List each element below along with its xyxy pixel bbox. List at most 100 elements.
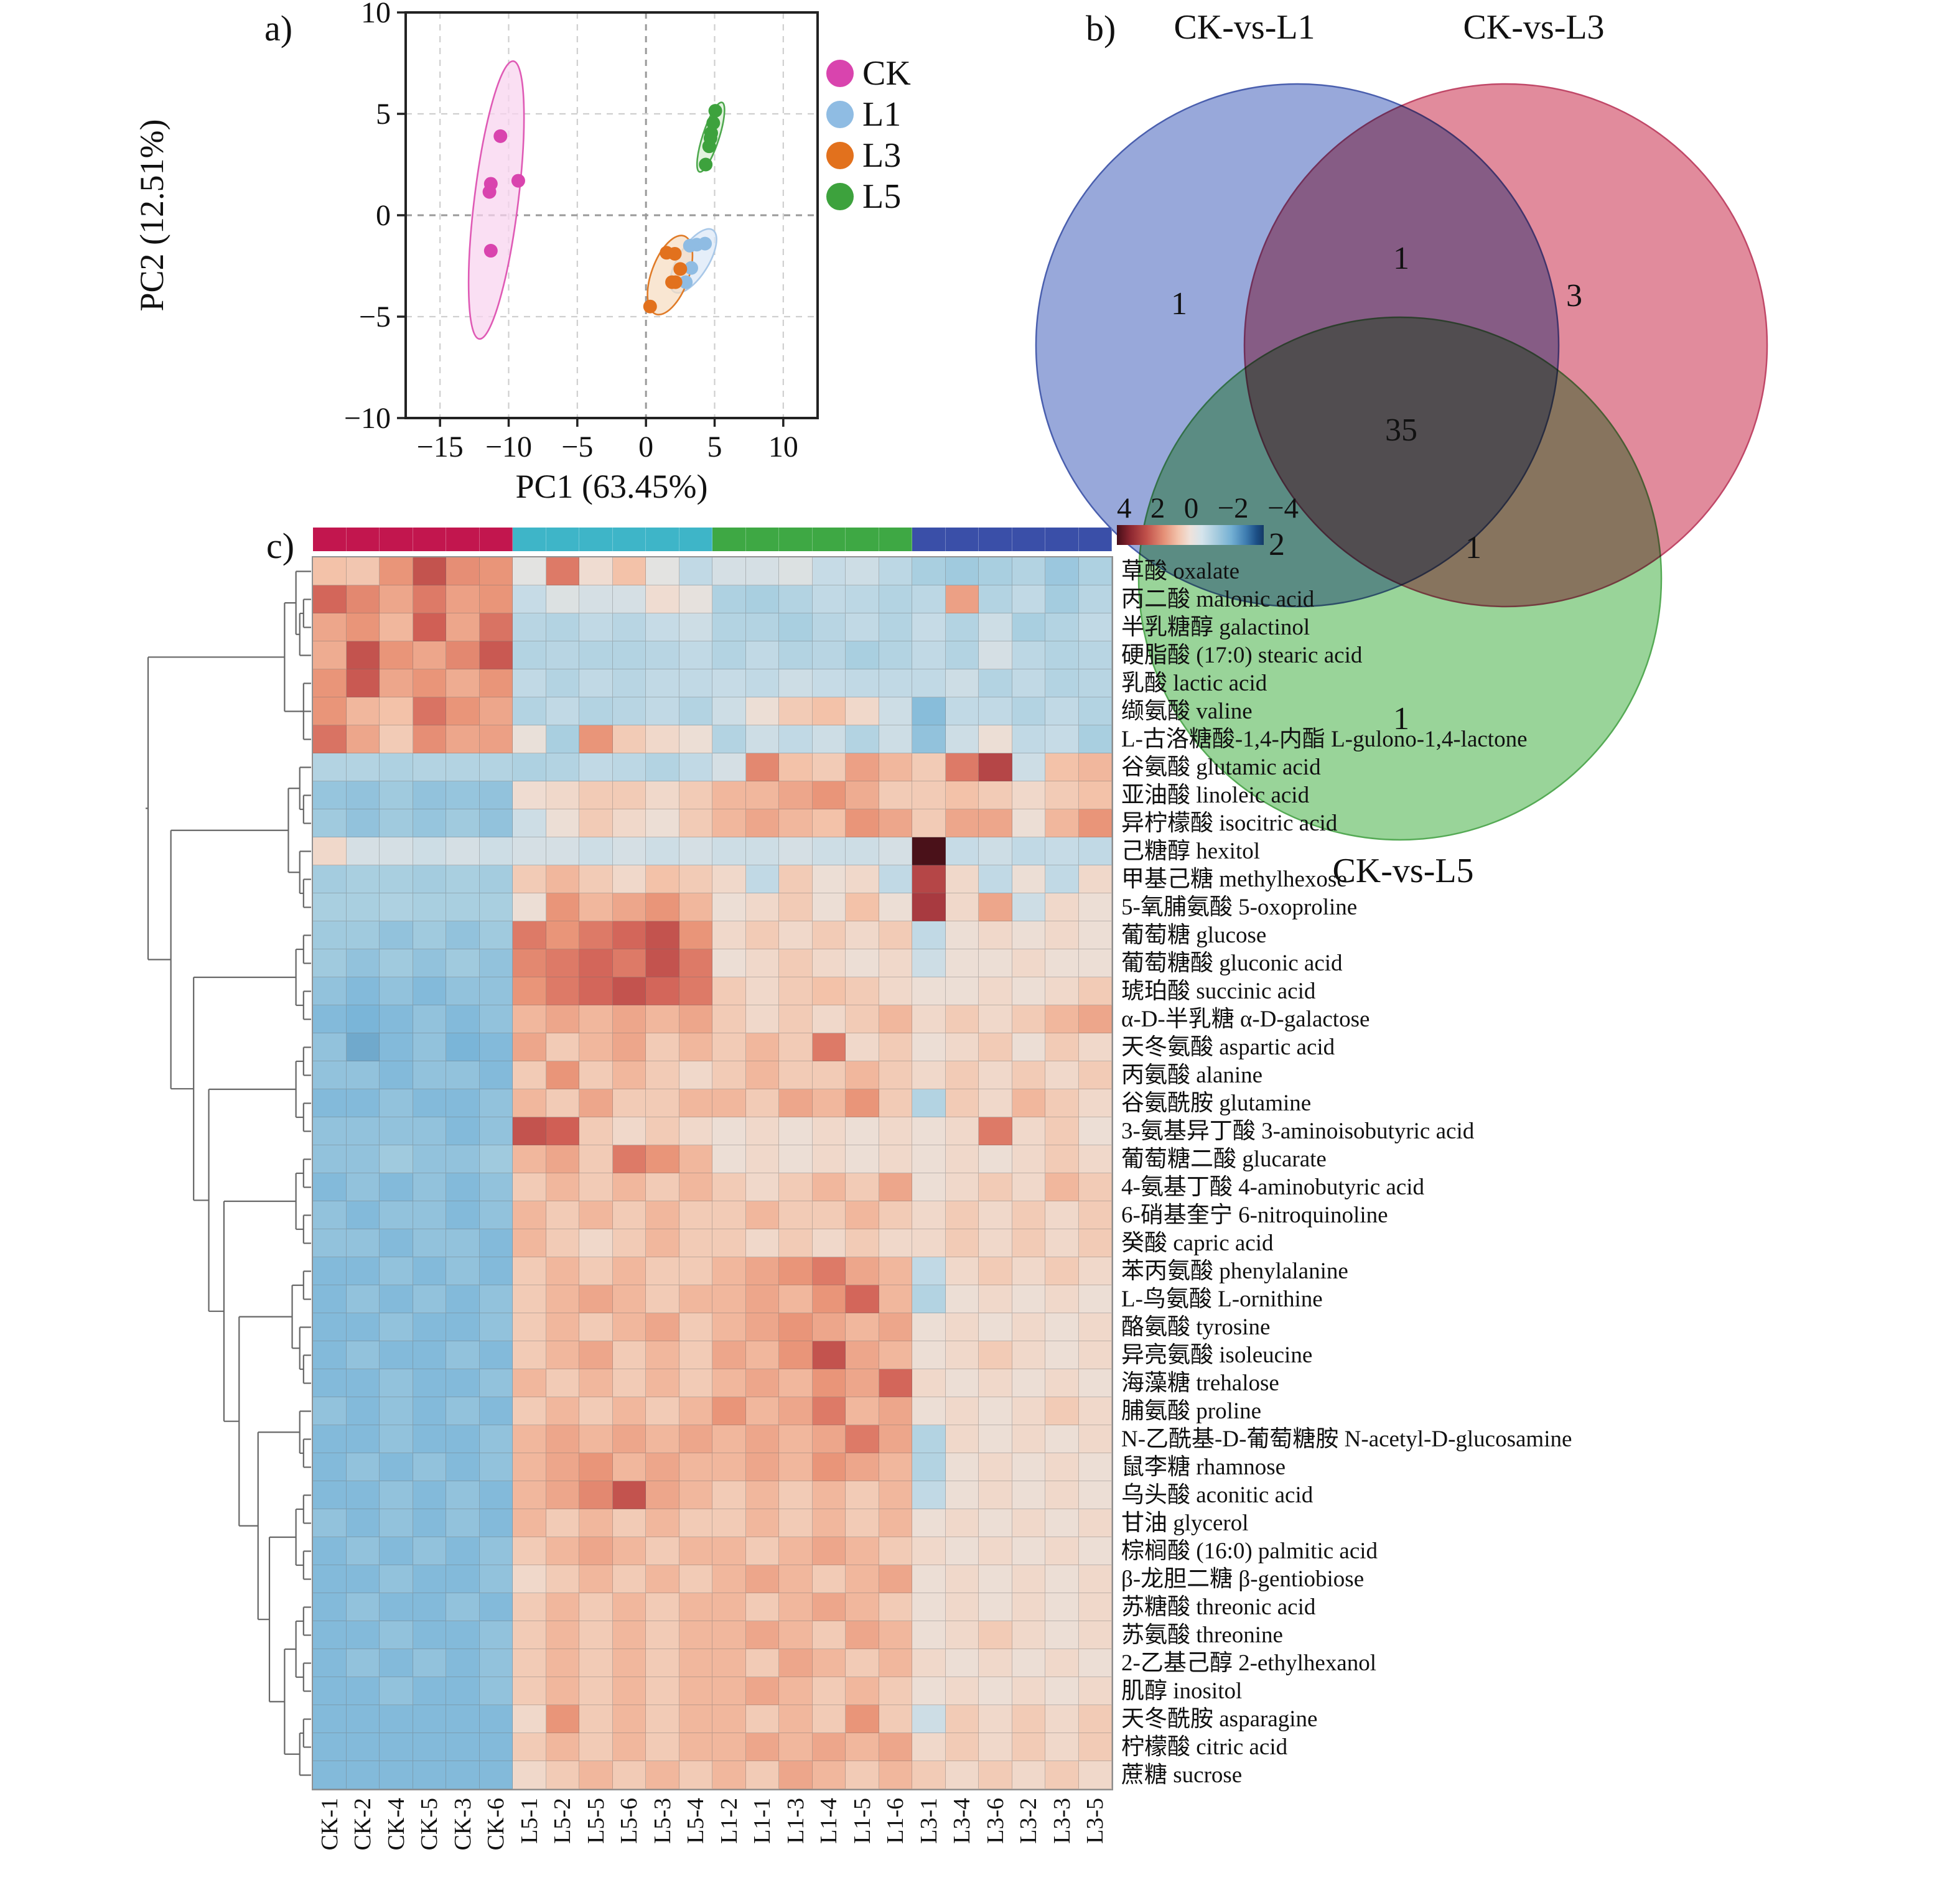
heatmap-cell	[979, 669, 1012, 697]
heatmap-cell	[313, 1621, 347, 1649]
heatmap-cell	[745, 1005, 779, 1033]
x-tick-label: −15	[417, 430, 464, 463]
row-label: 3-氨基异丁酸 3-aminoisobutyric acid	[1121, 1119, 1475, 1144]
heatmap-cell	[479, 865, 513, 893]
heatmap-cell	[579, 1677, 613, 1705]
heatmap-cell	[579, 837, 613, 865]
heatmap-cell	[446, 1537, 480, 1565]
heatmap-cell	[346, 1649, 380, 1677]
row-label: 丙二酸 malonic acid	[1121, 587, 1315, 612]
heatmap-cell	[679, 753, 712, 781]
heatmap-cell	[479, 557, 513, 585]
heatmap-cell	[779, 1509, 813, 1537]
row-label: 苯丙氨酸 phenylalanine	[1121, 1258, 1348, 1284]
heatmap-cell	[413, 1481, 446, 1509]
heatmap-cell	[513, 921, 546, 949]
data-point-L5	[703, 131, 717, 146]
heatmap-cell	[945, 585, 979, 613]
heatmap-cell	[1078, 1229, 1112, 1257]
heatmap-cell	[313, 1313, 347, 1341]
heatmap-cell	[779, 725, 813, 753]
heatmap-cell	[979, 697, 1012, 725]
heatmap-cell	[912, 1145, 946, 1173]
heatmap-cell	[712, 725, 746, 753]
heatmap-cell	[612, 585, 646, 613]
heatmap-cell	[812, 1033, 846, 1061]
heatmap-cell	[546, 1397, 579, 1425]
heatmap-cell	[546, 725, 579, 753]
heatmap-cell	[779, 1649, 813, 1677]
heatmap-cell	[646, 1705, 679, 1733]
heatmap-cell	[346, 781, 380, 809]
column-label: L1-1	[749, 1798, 776, 1844]
heatmap-cell	[546, 1425, 579, 1453]
heatmap-cell	[1012, 1313, 1045, 1341]
heatmap-cell	[745, 1453, 779, 1481]
heatmap-cell	[646, 1089, 679, 1117]
heatmap-cell	[612, 1285, 646, 1313]
column-label-slot: L1-3	[779, 1798, 813, 1897]
heatmap-cell	[979, 893, 1012, 921]
heatmap-cell	[712, 1565, 746, 1593]
heatmap-cell	[912, 1201, 946, 1229]
heatmap-cell	[479, 753, 513, 781]
group-strip-cell-L3	[1045, 528, 1079, 551]
heatmap-cell	[513, 1341, 546, 1369]
heatmap-cell	[945, 753, 979, 781]
colorbar-tick: 0	[1183, 492, 1199, 524]
heatmap-cell	[846, 1425, 879, 1453]
heatmap-cell	[846, 781, 879, 809]
heatmap-cell	[679, 1565, 712, 1593]
heatmap-cell	[380, 725, 413, 753]
heatmap-cell	[413, 1229, 446, 1257]
heatmap-cell	[846, 1397, 879, 1425]
heatmap-cell	[879, 585, 912, 613]
heatmap-grid	[313, 557, 1112, 1789]
heatmap-cell	[745, 1677, 779, 1705]
heatmap-cell	[812, 1229, 846, 1257]
heatmap-cell	[846, 557, 879, 585]
heatmap-cell	[479, 1761, 513, 1789]
heatmap-cell	[679, 557, 712, 585]
group-strip-cell-L5	[612, 528, 646, 551]
heatmap-cell	[513, 1761, 546, 1789]
row-label: 葡萄糖二酸 glucarate	[1121, 1147, 1327, 1172]
column-label: L1-2	[716, 1798, 742, 1844]
heatmap-cell	[612, 613, 646, 641]
heatmap-cell	[413, 1173, 446, 1201]
heatmap-cell	[945, 1117, 979, 1145]
heatmap-cell	[413, 1257, 446, 1285]
colorbar-tick: 4	[1117, 492, 1132, 524]
heatmap-cell	[646, 949, 679, 977]
heatmap-cell	[380, 1117, 413, 1145]
heatmap-cell	[646, 1509, 679, 1537]
heatmap-cell	[579, 1593, 613, 1621]
heatmap-cell	[479, 837, 513, 865]
heatmap-cell	[846, 1761, 879, 1789]
heatmap-cell	[1045, 1173, 1079, 1201]
heatmap-cell	[646, 1621, 679, 1649]
heatmap-cell	[346, 1705, 380, 1733]
heatmap-cell	[1045, 1397, 1079, 1425]
heatmap-cell	[380, 1537, 413, 1565]
heatmap-cell	[1045, 1733, 1079, 1761]
venn-count-l1-only: 1	[1171, 286, 1187, 322]
heatmap-cell	[546, 1677, 579, 1705]
heatmap-cell	[745, 1117, 779, 1145]
column-label-slot: L1-5	[846, 1798, 879, 1897]
heatmap-cell	[1045, 1089, 1079, 1117]
heatmap-cell	[779, 1733, 813, 1761]
heatmap-cell	[446, 1005, 480, 1033]
heatmap-cell	[779, 1453, 813, 1481]
heatmap-cell	[712, 1257, 746, 1285]
row-label: α-D-半乳糖 α-D-galactose	[1121, 1007, 1370, 1032]
heatmap-cell	[879, 809, 912, 837]
heatmap-cell	[1045, 1761, 1079, 1789]
heatmap-cell	[679, 1313, 712, 1341]
heatmap-cell	[979, 1061, 1012, 1089]
heatmap-cell	[879, 1145, 912, 1173]
heatmap-cell	[912, 753, 946, 781]
heatmap-cell	[879, 893, 912, 921]
heatmap-cell	[380, 753, 413, 781]
heatmap-cell	[712, 1705, 746, 1733]
